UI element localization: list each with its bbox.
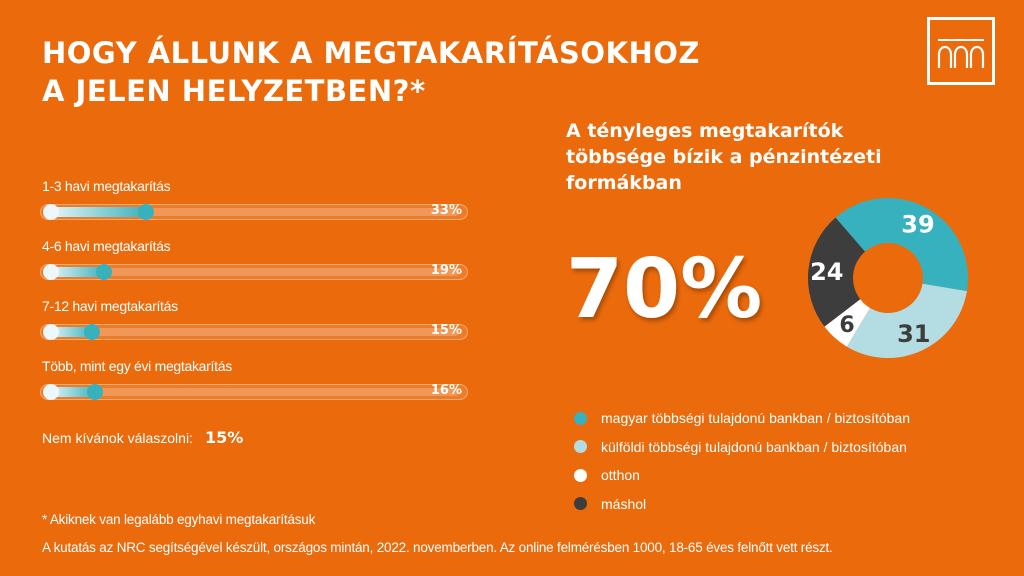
bar-start-dot bbox=[43, 204, 59, 220]
legend-item: otthon bbox=[574, 461, 910, 490]
bar-row: Több, mint egy évi megtakarítás 16% bbox=[40, 356, 470, 416]
legend-item: máshol bbox=[574, 490, 910, 519]
bar-end-dot bbox=[87, 384, 103, 400]
bar-value: 16% bbox=[430, 383, 462, 398]
legend-label: külföldi többségi tulajdonú bankban / bi… bbox=[601, 438, 907, 455]
source-note: A kutatás az NRC segítségével készült, o… bbox=[42, 540, 833, 555]
subtitle-line: többsége bízik a pénzintézeti bbox=[566, 146, 882, 168]
bar-value: 19% bbox=[430, 263, 462, 278]
bar-fill bbox=[43, 384, 103, 400]
subtitle-line: formákban bbox=[566, 172, 682, 194]
bar-fill bbox=[43, 324, 100, 340]
legend-item: magyar többségi tulajdonú bankban / bizt… bbox=[574, 404, 910, 433]
bar-end-dot bbox=[96, 264, 112, 280]
page-title: HOGY ÁLLUNK A MEGTAKARÍTÁSOKHOZ A JELEN … bbox=[42, 34, 700, 110]
donut-subtitle: A tényleges megtakarítók többsége bízik … bbox=[566, 118, 882, 196]
bridge-logo-icon bbox=[927, 17, 995, 85]
bar-value: 15% bbox=[430, 323, 462, 338]
bar-track bbox=[40, 204, 468, 220]
big-percentage: 70% bbox=[566, 242, 763, 337]
bar-label: 7-12 havi megtakarítás bbox=[42, 298, 178, 314]
bar-fill bbox=[43, 264, 112, 280]
bar-track bbox=[40, 264, 468, 280]
subtitle-line: A tényleges megtakarítók bbox=[566, 120, 844, 142]
donut-slice-label: 31 bbox=[897, 320, 930, 348]
bar-start-dot bbox=[43, 324, 59, 340]
legend-swatch-icon bbox=[574, 468, 587, 482]
donut-chart: 39 31 6 24 bbox=[808, 198, 968, 358]
bar-label: 1-3 havi megtakarítás bbox=[42, 178, 171, 194]
donut-slice-label: 6 bbox=[839, 313, 854, 338]
bar-row: 7-12 havi megtakarítás 15% bbox=[40, 296, 470, 356]
donut-slice bbox=[846, 283, 967, 358]
donut-slice-label: 24 bbox=[810, 258, 843, 286]
donut-slice bbox=[835, 198, 968, 292]
donut-legend: magyar többségi tulajdonú bankban / bizt… bbox=[574, 404, 910, 518]
bar-start-dot bbox=[43, 384, 59, 400]
legend-swatch-icon bbox=[574, 411, 587, 425]
bar-end-dot bbox=[138, 204, 154, 220]
bar-track-inner bbox=[49, 208, 459, 216]
title-line-2: A JELEN HELYZETBEN?* bbox=[42, 74, 426, 108]
footnote: * Akiknek van legalább egyhavi megtakarí… bbox=[42, 512, 316, 527]
legend-label: otthon bbox=[601, 467, 640, 484]
legend-label: máshol bbox=[601, 495, 647, 512]
bar-row: 4-6 havi megtakarítás 19% bbox=[40, 236, 470, 296]
legend-item: külföldi többségi tulajdonú bankban / bi… bbox=[574, 433, 910, 462]
bar-fill bbox=[43, 204, 154, 220]
no-answer-value: 15% bbox=[204, 428, 244, 447]
donut-slice-label: 39 bbox=[901, 210, 934, 238]
donut-slice bbox=[824, 299, 870, 347]
no-answer: Nem kívánok válaszolni: 15% bbox=[42, 428, 243, 447]
bar-label: 4-6 havi megtakarítás bbox=[42, 238, 171, 254]
bar-track-inner bbox=[49, 388, 459, 396]
legend-swatch-icon bbox=[574, 497, 587, 511]
bar-value: 33% bbox=[430, 203, 462, 218]
bar-track-inner bbox=[49, 268, 459, 276]
savings-duration-bars: 1-3 havi megtakarítás 33% 4-6 havi megtak… bbox=[40, 176, 470, 416]
legend-label: magyar többségi tulajdonú bankban / bizt… bbox=[601, 410, 910, 427]
bar-label: Több, mint egy évi megtakarítás bbox=[42, 358, 232, 374]
bar-end-dot bbox=[84, 324, 100, 340]
bar-track bbox=[40, 384, 468, 400]
bar-row: 1-3 havi megtakarítás 33% bbox=[40, 176, 470, 236]
bar-track bbox=[40, 324, 468, 340]
bar-track-inner bbox=[49, 328, 459, 336]
no-answer-label: Nem kívánok válaszolni: bbox=[42, 430, 193, 446]
donut-slice bbox=[808, 217, 866, 327]
legend-swatch-icon bbox=[574, 440, 587, 454]
bar-start-dot bbox=[43, 264, 59, 280]
title-line-1: HOGY ÁLLUNK A MEGTAKARÍTÁSOKHOZ bbox=[42, 36, 700, 70]
